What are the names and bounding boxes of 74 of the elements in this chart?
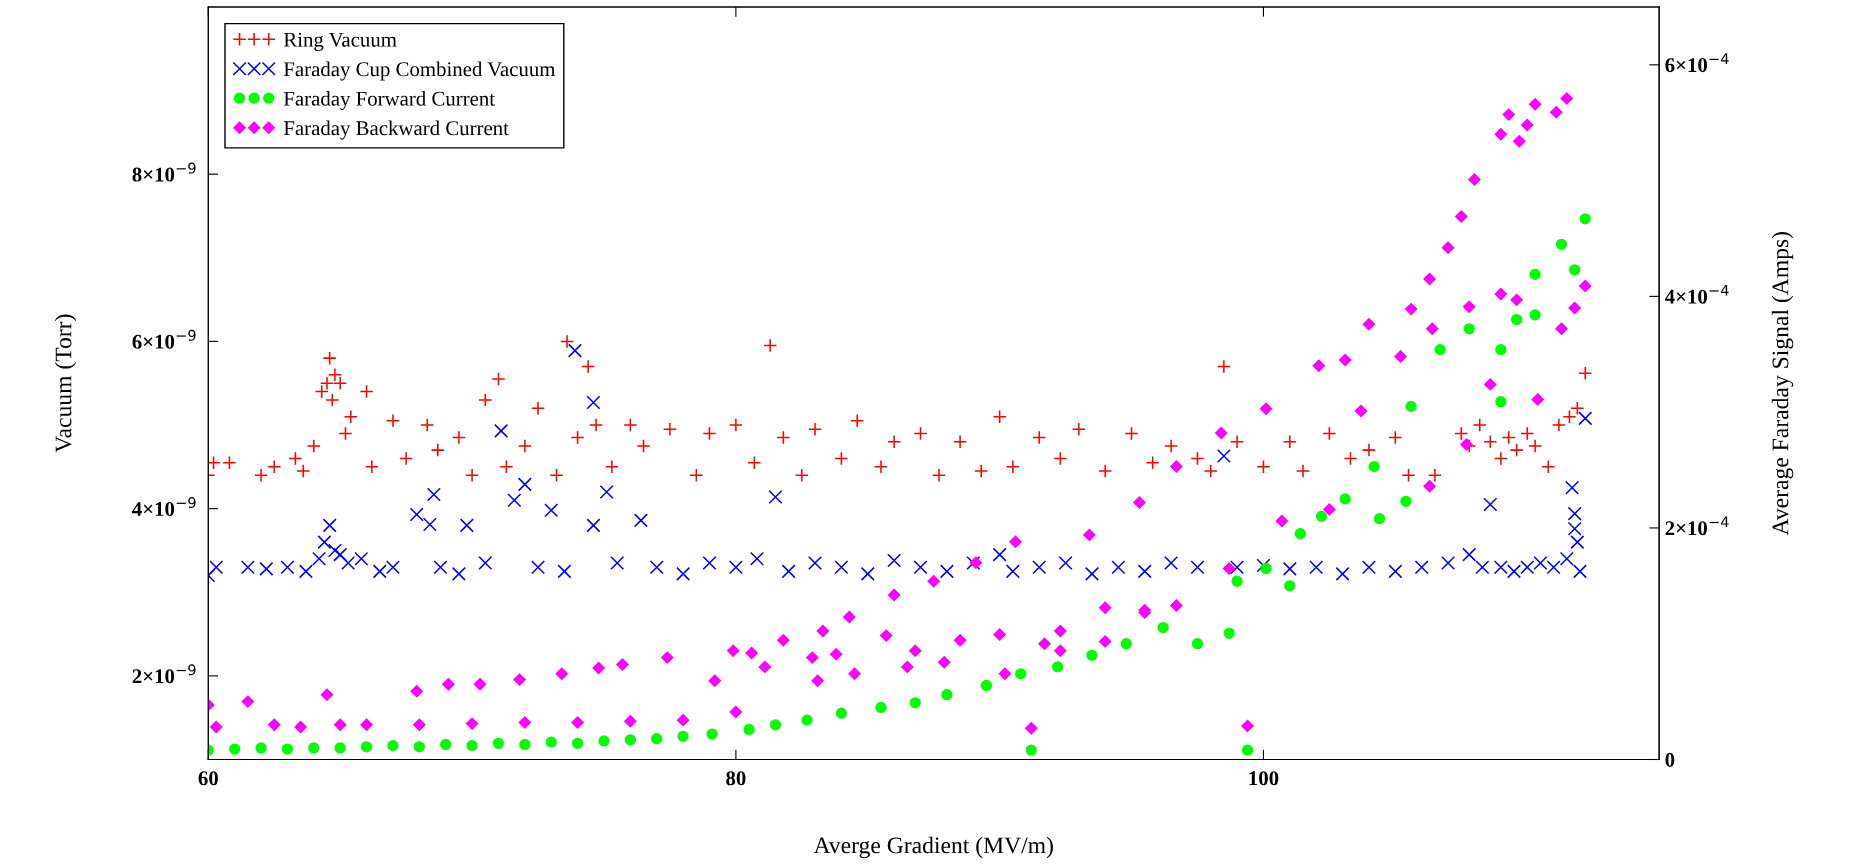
point [1373,513,1386,525]
y2-tick-label: 2×10$^{−4}$ [1665,516,1729,536]
point [1284,580,1296,592]
point [743,723,755,736]
x-tick-label: 100 [1249,771,1279,786]
point [255,742,267,754]
point [1495,344,1507,356]
y-tick-label: 2×10$^{−9}$ [132,664,196,684]
point [1405,400,1417,413]
point [1223,627,1235,639]
point [229,743,241,755]
point [1463,323,1475,335]
point [1555,238,1568,250]
x-tick-label: 60 [198,771,218,786]
point [1231,575,1243,587]
point [1157,621,1169,634]
y-tick-label: 8×10$^{−9}$ [132,162,196,182]
legend-label: Ring Vacuum [283,32,397,52]
y-tick-label: 6×10$^{−9}$ [132,329,196,349]
point [281,743,294,755]
point [835,707,848,719]
point [360,741,373,753]
point [334,742,346,754]
point [545,736,557,748]
point [1052,661,1064,673]
point [466,739,478,752]
point [308,742,320,754]
point [651,733,663,745]
point [1529,268,1541,281]
point [1191,638,1204,650]
point [1025,744,1037,756]
point [1241,744,1254,756]
legend-label: Faraday Forward Current [283,91,495,111]
y-axis-title: Vacuum (Torr) [54,314,77,453]
point [1400,495,1412,507]
y-tick-label: 4×10$^{−9}$ [132,497,196,517]
y2-tick-label: 6×10$^{−4}$ [1665,53,1729,73]
point [519,738,531,751]
point [440,738,452,751]
point [387,739,399,752]
point [909,697,921,709]
point [677,730,689,742]
x-axis-title: Averge Gradient (MV/m) [813,836,1053,859]
point [1339,493,1351,505]
legend-label: Faraday Cup Combined Vacuum [283,61,556,81]
point [1511,313,1523,326]
point [1294,528,1307,540]
point [875,701,887,714]
point [598,735,610,747]
point [1569,264,1581,276]
y2-tick-label: 4×10$^{−4}$ [1664,284,1729,304]
x-tick-label: 80 [726,771,746,786]
point [1579,213,1591,225]
point [1015,668,1027,680]
point [624,734,636,746]
point [1368,460,1380,473]
point [492,737,505,749]
point [571,737,584,749]
point [706,728,718,740]
point [1434,344,1446,356]
point [1495,396,1507,408]
point [801,714,813,726]
legend-label: Faraday Backward Current [283,120,509,140]
y2-tick-label: 0 [1665,752,1675,767]
y2-axis-title: Average Faraday Signal (Amps) [1771,232,1794,536]
point [941,689,953,701]
point [1315,510,1328,522]
point [1529,309,1541,321]
point [769,719,782,731]
point [413,741,425,753]
point [1120,638,1132,650]
point [1086,649,1098,661]
point [1260,562,1272,575]
point [980,679,993,692]
